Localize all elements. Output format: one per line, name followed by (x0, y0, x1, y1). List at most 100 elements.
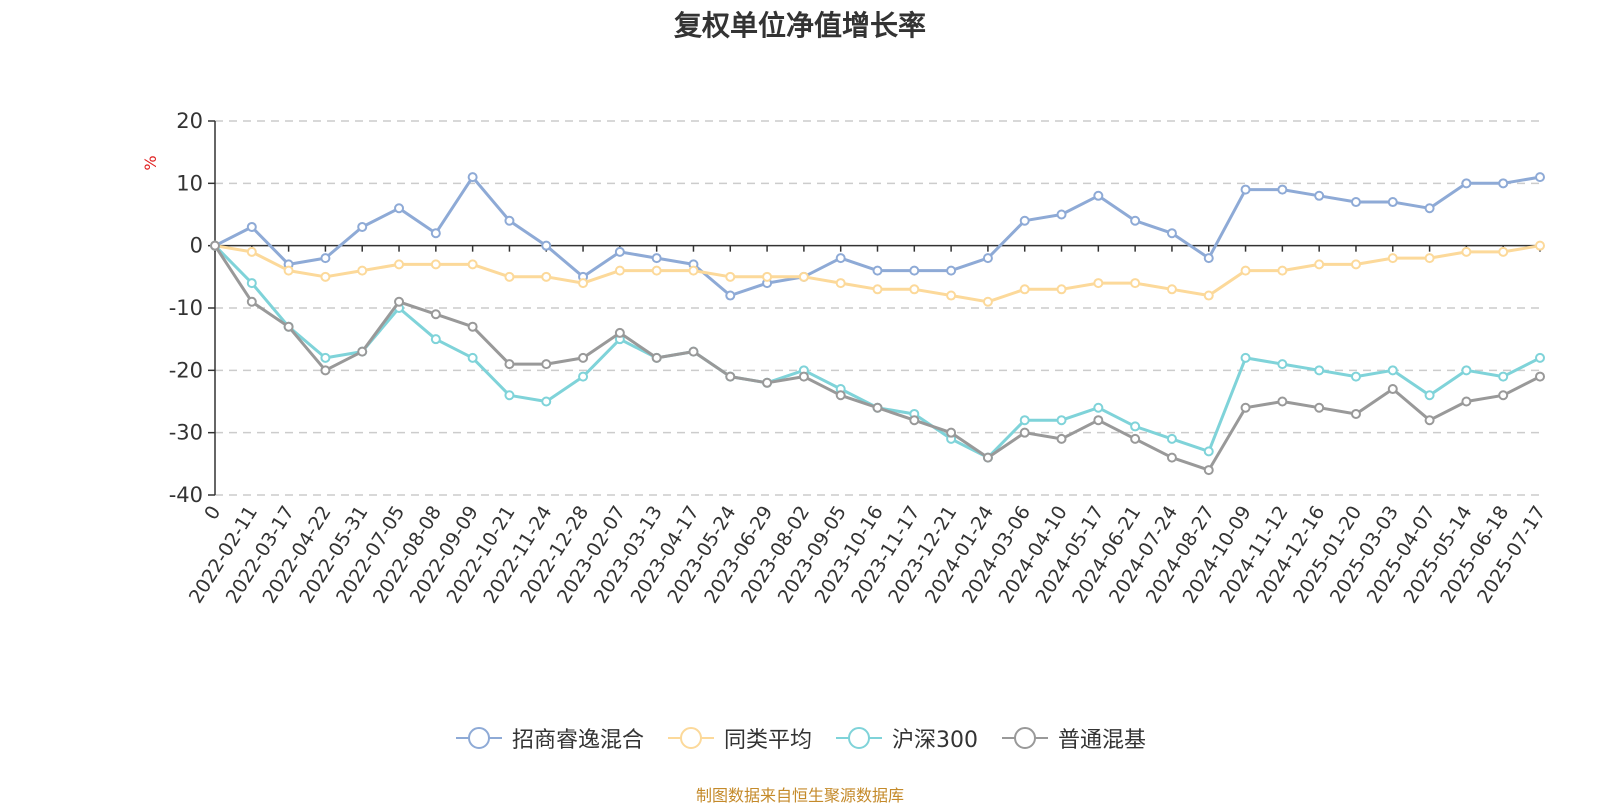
series-line (213, 244, 1542, 460)
data-point (394, 296, 405, 307)
data-point (246, 296, 257, 307)
legend-item[interactable]: 招商睿逸混合 (454, 722, 644, 754)
data-point (688, 346, 699, 357)
data-point (946, 265, 957, 276)
data-point (1166, 433, 1177, 444)
data-point (762, 271, 773, 282)
data-point (946, 290, 957, 301)
data-point (1166, 284, 1177, 295)
data-point (1277, 265, 1288, 276)
data-point (651, 253, 662, 264)
data-point (1056, 415, 1067, 426)
data-point (982, 452, 993, 463)
data-point (909, 284, 920, 295)
legend-swatch-icon (667, 727, 714, 749)
data-point (504, 359, 515, 370)
legend-item[interactable]: 沪深300 (834, 722, 978, 754)
chart-title: 复权单位净值增长率 (673, 9, 926, 42)
data-point (1130, 215, 1141, 226)
y-tick-label: -10 (169, 296, 203, 320)
data-point (394, 203, 405, 214)
legend-swatch-icon (1002, 727, 1048, 749)
data-point (725, 290, 736, 301)
y-tick-label: -20 (169, 358, 203, 382)
data-point (1350, 371, 1361, 382)
data-point (1387, 197, 1398, 208)
data-point (467, 321, 478, 332)
data-point (504, 271, 515, 282)
data-point (394, 259, 405, 270)
data-point (1093, 278, 1104, 289)
y-tick-label: 20 (176, 109, 203, 133)
data-point (835, 253, 846, 264)
data-point (798, 271, 809, 282)
data-point (320, 352, 331, 363)
data-point (725, 371, 736, 382)
data-point (1203, 253, 1214, 264)
data-point (1350, 197, 1361, 208)
data-point (430, 309, 441, 320)
data-point (1535, 371, 1545, 382)
data-point (467, 259, 478, 270)
data-point (320, 365, 331, 376)
data-point (1203, 290, 1214, 301)
data-point (835, 278, 846, 289)
gridlines (215, 120, 1540, 496)
data-point (246, 246, 257, 257)
data-point (762, 377, 773, 388)
legend: 招商睿逸混合 同类平均 沪深300 普通混基 (0, 722, 1600, 754)
data-point (1130, 421, 1141, 432)
data-point (357, 346, 368, 357)
legend-swatch-icon (455, 727, 502, 749)
data-point (320, 253, 331, 264)
data-point (1498, 390, 1509, 401)
data-point (1277, 396, 1288, 407)
data-point (1093, 402, 1104, 413)
data-point (1461, 178, 1472, 189)
data-point (1498, 246, 1509, 257)
x-tick-label: 0 (200, 502, 225, 524)
data-point (1093, 415, 1104, 426)
data-point (1166, 452, 1177, 463)
data-point (1093, 190, 1104, 201)
data-point (1056, 284, 1067, 295)
data-point (1166, 228, 1177, 239)
data-point (1424, 253, 1435, 264)
data-point (1387, 384, 1398, 395)
data-point (1387, 365, 1398, 376)
legend-item[interactable]: 普通混基 (1000, 722, 1146, 754)
data-point (1056, 433, 1067, 444)
y-tick-label: 0 (190, 234, 203, 258)
data-point (320, 271, 331, 282)
legend-label: 招商睿逸混合 (511, 728, 644, 753)
data-point (982, 253, 993, 264)
data-point (1314, 402, 1325, 413)
data-point (614, 265, 625, 276)
data-point (1240, 265, 1251, 276)
data-point (467, 172, 478, 183)
data-point (283, 321, 294, 332)
data-point (1240, 184, 1251, 195)
data-point (688, 265, 699, 276)
data-point (1019, 215, 1030, 226)
line-chart: 20100-10-20-30-4002022-02-112022-03-1720… (141, 109, 1550, 607)
data-point (1130, 278, 1141, 289)
data-point (798, 371, 809, 382)
data-point (283, 265, 294, 276)
data-point (1130, 433, 1141, 444)
data-point (1277, 359, 1288, 370)
data-point (872, 265, 883, 276)
data-point (1535, 352, 1545, 363)
data-point (357, 221, 368, 232)
data-point (1535, 240, 1545, 251)
data-point (210, 240, 220, 251)
data-point (1240, 352, 1251, 363)
data-point (651, 352, 662, 363)
data-point (1240, 402, 1251, 413)
data-point (1314, 365, 1325, 376)
y-axis-unit-label: % (141, 155, 160, 170)
data-point (467, 352, 478, 363)
data-point (1424, 203, 1435, 214)
data-point (982, 296, 993, 307)
legend-item[interactable]: 同类平均 (666, 722, 812, 754)
